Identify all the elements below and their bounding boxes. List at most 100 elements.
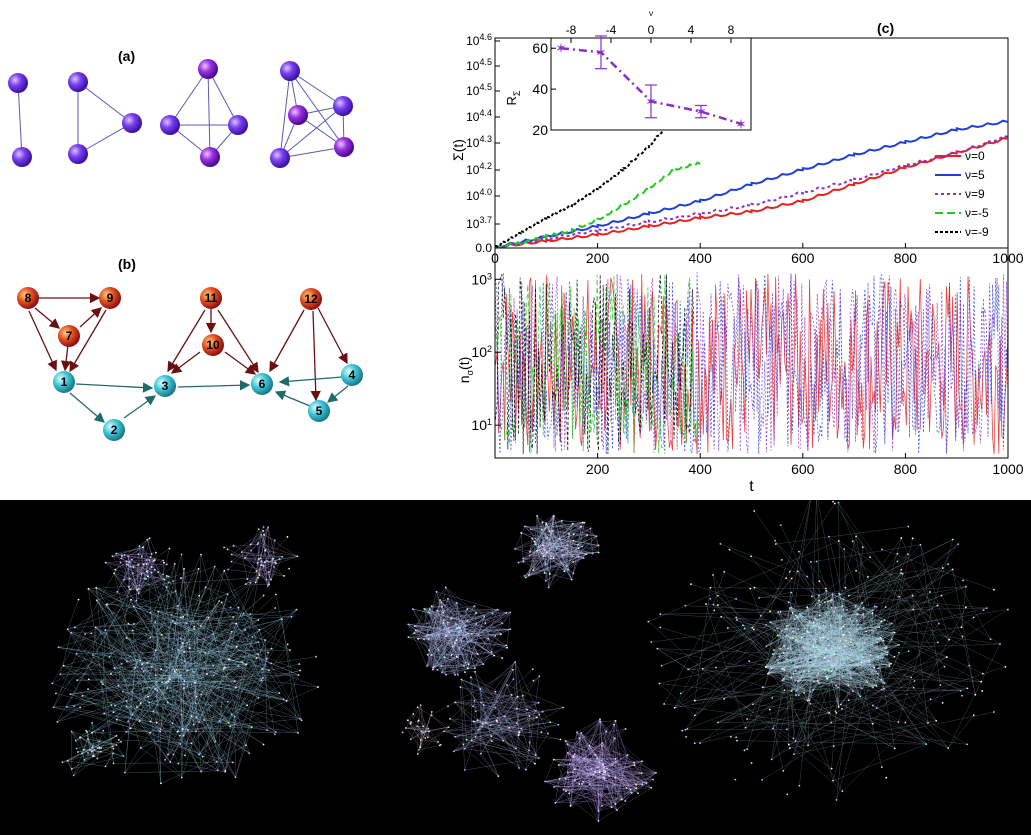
network-edge: [267, 527, 277, 564]
network-edge: [528, 572, 545, 576]
network-edge: [180, 638, 270, 671]
network-edge: [545, 515, 554, 525]
network-node: [518, 731, 521, 733]
network-node: [581, 783, 583, 785]
network-edge: [680, 629, 799, 694]
network-edge: [783, 638, 882, 679]
network-node: [282, 698, 285, 701]
network-node: [454, 701, 456, 704]
network-edge: [813, 622, 816, 642]
x-tick-label: 1000: [992, 461, 1023, 477]
network-node: [640, 772, 643, 775]
network-edge: [750, 588, 947, 658]
network-node: [886, 651, 889, 654]
network-edge: [567, 721, 601, 754]
network-edge: [593, 774, 632, 794]
network-node: [595, 535, 598, 538]
network-edge: [786, 635, 797, 692]
network-edge: [496, 694, 512, 721]
network-edge: [534, 541, 593, 554]
network-edge: [532, 515, 538, 571]
network-edge: [449, 661, 516, 719]
network-node: [275, 731, 277, 733]
network-edge: [408, 634, 501, 638]
network-edge: [428, 612, 484, 665]
network-node: [750, 762, 753, 764]
network-node: [166, 701, 169, 704]
node-label: 9: [107, 291, 114, 305]
network-edge: [149, 538, 157, 553]
network-edge: [428, 728, 441, 745]
network-edge: [82, 753, 94, 757]
network-node: [982, 609, 985, 612]
network-node: [163, 561, 165, 564]
network-edge: [648, 540, 839, 622]
network-edge: [228, 664, 247, 723]
network-node: [604, 771, 606, 774]
network-edge: [57, 707, 81, 723]
network-edge: [456, 612, 477, 641]
network-node: [856, 656, 859, 659]
network-edge: [102, 630, 106, 685]
network-edge: [567, 772, 594, 775]
network-edge: [529, 545, 543, 552]
network-node: [537, 701, 540, 704]
network-node: [633, 764, 636, 766]
network-node: [544, 526, 547, 529]
network-edge: [76, 653, 102, 683]
network-node: [872, 686, 875, 689]
network-node: [845, 639, 848, 642]
network-node: [129, 727, 132, 730]
network-node: [145, 563, 148, 565]
network-edge: [478, 704, 484, 730]
network-node: [568, 533, 570, 535]
network-node: [136, 706, 138, 708]
network-edge: [112, 547, 143, 557]
network-edge: [545, 571, 565, 581]
network-edge: [724, 645, 785, 700]
network-edge: [514, 526, 526, 550]
network-node: [548, 542, 551, 544]
network-node: [735, 597, 737, 600]
network-node: [407, 636, 410, 639]
network-edge: [674, 557, 871, 708]
network-edge: [480, 702, 517, 749]
network-node: [568, 763, 571, 766]
network-edge: [782, 605, 843, 681]
network-node: [552, 514, 555, 517]
network-edge: [189, 648, 197, 697]
network-node: [114, 568, 117, 571]
network-edge: [556, 526, 582, 549]
network-edge: [688, 669, 828, 679]
x-tick-label: 200: [586, 250, 610, 266]
network-node: [131, 713, 134, 716]
network-edge: [576, 732, 652, 788]
network-edge: [660, 607, 987, 615]
network-edge: [496, 702, 539, 721]
network-edge: [542, 553, 567, 567]
network-node: [812, 688, 815, 691]
network-edge: [205, 587, 239, 608]
network-node: [222, 668, 225, 670]
network-node: [413, 625, 416, 628]
network-node: [174, 590, 177, 592]
network-node: [183, 651, 186, 653]
network-node: [817, 682, 820, 684]
network-node: [891, 622, 893, 625]
network-node: [466, 620, 469, 622]
network-edge: [828, 536, 857, 646]
network-node: [625, 787, 628, 789]
network-node: [467, 632, 470, 635]
network-node: [233, 680, 236, 683]
y-axis-label: nσ(t): [456, 357, 475, 384]
network-node: [734, 778, 737, 781]
network-edge: [717, 595, 895, 749]
network-edge: [132, 600, 220, 715]
network-node: [900, 537, 903, 539]
network-edge: [261, 534, 268, 561]
network-node: [560, 519, 563, 522]
network-node: [810, 595, 813, 598]
network-node: [773, 649, 775, 651]
network-node: [122, 755, 125, 757]
network-node: [262, 677, 264, 679]
